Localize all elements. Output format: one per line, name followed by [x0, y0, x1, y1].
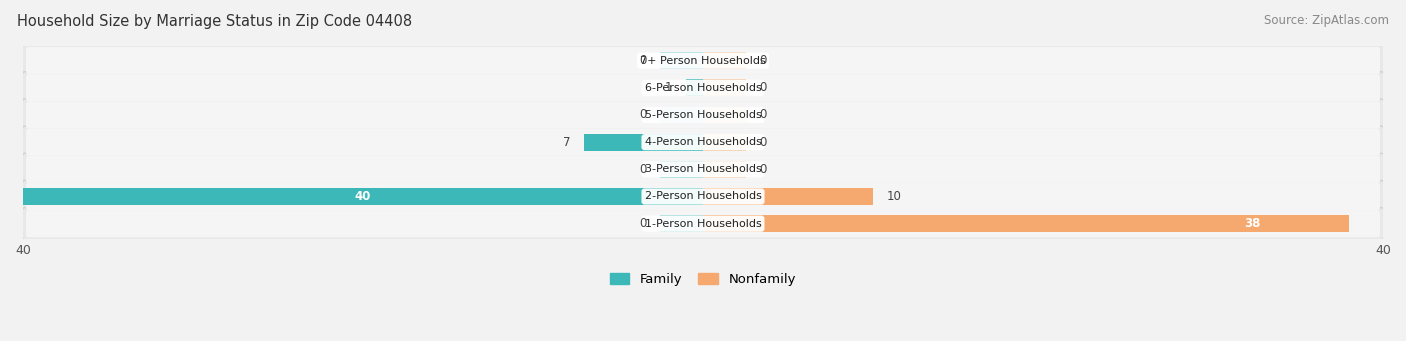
Bar: [703, 188, 873, 205]
FancyBboxPatch shape: [22, 126, 1384, 158]
Bar: [661, 215, 703, 232]
Text: 6-Person Households: 6-Person Households: [644, 83, 762, 93]
Text: 10: 10: [887, 190, 901, 203]
FancyBboxPatch shape: [22, 153, 1384, 186]
Text: 0: 0: [640, 54, 647, 67]
Bar: [703, 79, 745, 96]
FancyBboxPatch shape: [22, 72, 1384, 104]
Bar: [703, 161, 745, 178]
Text: Source: ZipAtlas.com: Source: ZipAtlas.com: [1264, 14, 1389, 27]
Text: 7: 7: [562, 136, 571, 149]
Text: 1: 1: [665, 81, 672, 94]
Text: 38: 38: [1244, 217, 1260, 230]
Legend: Family, Nonfamily: Family, Nonfamily: [610, 272, 796, 286]
Text: 3-Person Households: 3-Person Households: [644, 164, 762, 174]
Text: 0: 0: [640, 108, 647, 121]
FancyBboxPatch shape: [25, 129, 1381, 156]
Bar: [703, 52, 745, 69]
Text: 5-Person Households: 5-Person Households: [644, 110, 762, 120]
FancyBboxPatch shape: [25, 74, 1381, 101]
Text: 0: 0: [759, 163, 766, 176]
Text: 0: 0: [759, 54, 766, 67]
Text: 4-Person Households: 4-Person Households: [644, 137, 762, 147]
Bar: [661, 161, 703, 178]
Text: 1-Person Households: 1-Person Households: [644, 219, 762, 229]
Text: 0: 0: [759, 108, 766, 121]
Bar: [583, 134, 703, 151]
Bar: [661, 106, 703, 123]
Text: 0: 0: [640, 217, 647, 230]
FancyBboxPatch shape: [22, 208, 1384, 240]
Bar: [22, 188, 703, 205]
Text: 40: 40: [354, 190, 371, 203]
FancyBboxPatch shape: [22, 180, 1384, 212]
Text: 2-Person Households: 2-Person Households: [644, 192, 762, 202]
Bar: [661, 52, 703, 69]
FancyBboxPatch shape: [25, 47, 1381, 74]
FancyBboxPatch shape: [25, 183, 1381, 210]
FancyBboxPatch shape: [22, 45, 1384, 77]
Bar: [703, 106, 745, 123]
Text: Household Size by Marriage Status in Zip Code 04408: Household Size by Marriage Status in Zip…: [17, 14, 412, 29]
Text: 0: 0: [640, 163, 647, 176]
FancyBboxPatch shape: [25, 210, 1381, 237]
Text: 7+ Person Households: 7+ Person Households: [640, 56, 766, 65]
FancyBboxPatch shape: [25, 101, 1381, 129]
Bar: [686, 79, 703, 96]
Text: 0: 0: [759, 81, 766, 94]
FancyBboxPatch shape: [22, 99, 1384, 131]
Text: 0: 0: [759, 136, 766, 149]
FancyBboxPatch shape: [25, 156, 1381, 183]
Bar: [703, 134, 745, 151]
Bar: [703, 215, 1350, 232]
